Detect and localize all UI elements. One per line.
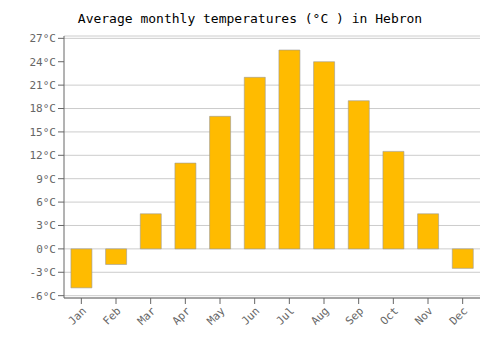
svg-text:Dec: Dec [447, 304, 470, 327]
svg-text:Sep: Sep [343, 304, 366, 327]
svg-text:6°C: 6°C [36, 196, 56, 209]
svg-text:Jun: Jun [239, 304, 262, 327]
svg-text:-6°C: -6°C [30, 290, 57, 303]
svg-text:Feb: Feb [100, 304, 123, 327]
svg-text:24°C: 24°C [30, 56, 57, 69]
svg-text:15°C: 15°C [30, 126, 57, 139]
html-text:Average monthly temperatures (: Average monthly temperatures (°C ) in He… [77, 11, 423, 26]
svg-text:3°C: 3°C [36, 219, 56, 232]
svg-text:Jan: Jan [66, 304, 89, 327]
svg-text:Oct: Oct [378, 304, 401, 327]
svg-text:Nov: Nov [412, 304, 436, 328]
svg-text:12°C: 12°C [30, 149, 57, 162]
svg-text:27°C: 27°C [30, 32, 57, 45]
svg-text:0°C: 0°C [36, 243, 56, 256]
svg-text:18°C: 18°C [30, 102, 57, 115]
svg-text:9°C: 9°C [36, 173, 56, 186]
svg-text:Apr: Apr [170, 304, 194, 328]
svg-text:21°C: 21°C [30, 79, 57, 92]
svg-text:-3°C: -3°C [30, 266, 57, 279]
svg-text:Mar: Mar [135, 304, 159, 328]
svg-text:Aug: Aug [308, 304, 331, 327]
svg-text:May: May [204, 304, 228, 328]
svg-text:Jul: Jul [274, 304, 297, 327]
